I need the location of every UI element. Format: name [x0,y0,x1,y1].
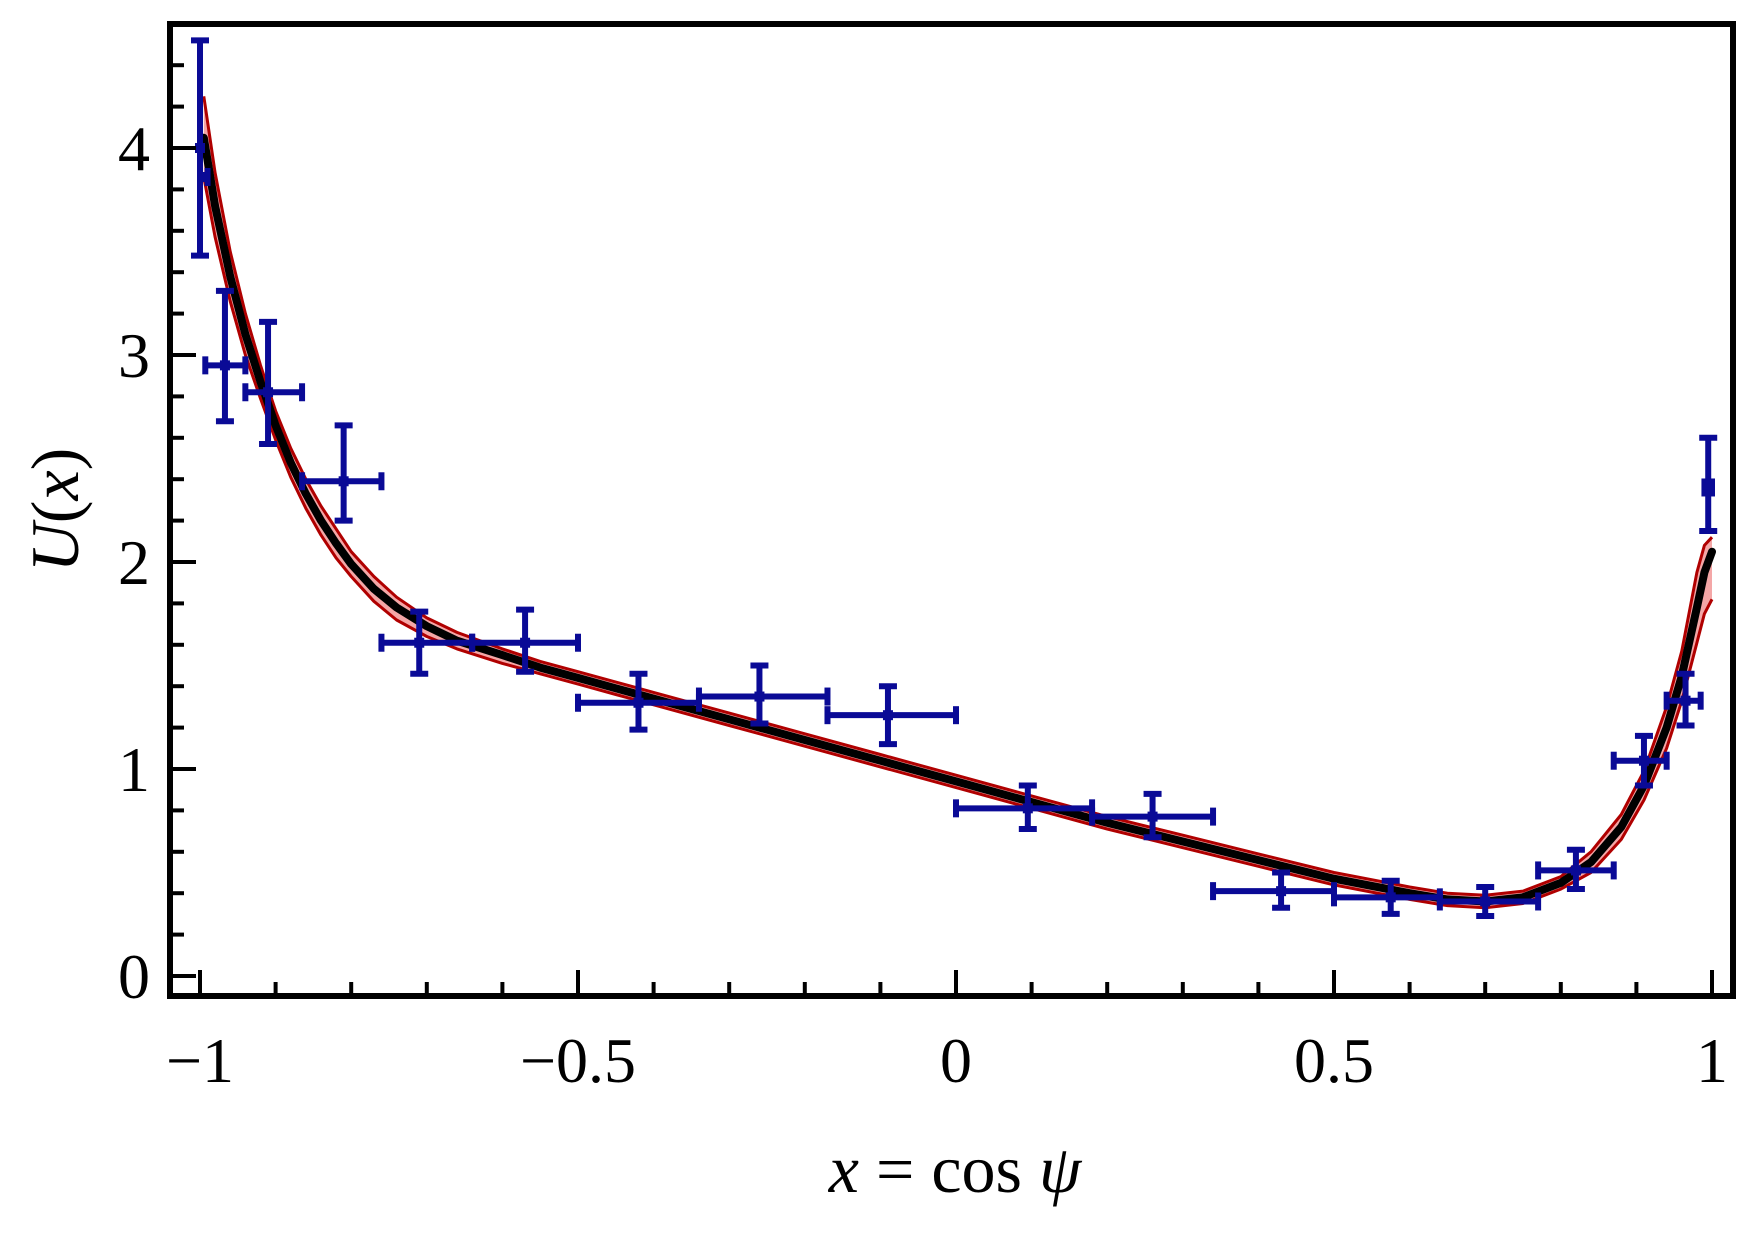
data-marker [1570,865,1581,876]
data-point-8 [695,662,831,727]
y-axis-title-open: ( [17,501,93,524]
x-tick-label: −1 [166,1025,234,1096]
x-tick-label: 1 [1696,1025,1728,1096]
data-marker [1022,803,1033,814]
data-point-2 [202,287,249,425]
plot-frame [167,21,1736,999]
y-axis-title: U(x) [17,448,93,573]
x-axis-title-var: x [828,1131,859,1207]
data-point-0 [191,37,209,259]
data-marker [198,171,209,182]
data-point-16 [1610,732,1670,789]
data-marker [1276,886,1287,897]
y-tick-label: 3 [118,320,150,391]
y-tick-label: 2 [118,527,150,598]
data-marker [1147,811,1158,822]
x-tick-label: 0.5 [1294,1025,1374,1096]
data-marker [633,697,644,708]
data-point-1 [197,167,211,186]
data-point-3 [242,318,306,448]
y-axis-title-var: x [17,470,93,501]
data-point-5 [378,608,476,677]
data-marker [520,637,531,648]
data-marker [754,691,765,702]
y-tick-label: 4 [118,113,150,184]
x-axis-title-cos: = cos [859,1131,1039,1207]
data-point-6 [469,606,581,675]
data-marker [1480,896,1491,907]
y-ticks-group: 0 1 2 3 4 [118,63,196,1012]
data-marker [1680,695,1691,706]
data-marker [1638,755,1649,766]
data-point-9 [824,683,959,748]
x-tick-label: 0 [940,1025,972,1096]
data-point-12 [1210,869,1337,911]
data-point-17 [1663,670,1704,729]
x-axis-title-psi: ψ [1039,1131,1083,1207]
y-tick-label: 1 [118,734,150,805]
data-marker [1385,892,1396,903]
x-ticks-group: −1 −0.5 0 0.5 1 [166,970,1728,1096]
data-point-11 [1089,790,1217,841]
data-marker [195,143,205,153]
x-tick-label: −0.5 [520,1025,636,1096]
x-axis-title: x = cos ψ [828,1131,1083,1207]
y-axis-title-close: ) [17,448,93,471]
data-point-7 [575,670,702,733]
data-point-4 [299,422,385,524]
data-point-14 [1436,883,1542,919]
data-points-group [191,37,1718,919]
data-marker [219,360,230,371]
confidence-band-lower-edge [202,176,1714,910]
y-tick-label: 0 [118,941,150,1012]
data-marker [882,710,893,721]
data-point-13 [1331,877,1443,917]
data-marker [338,476,349,487]
data-point-15 [1535,846,1617,893]
data-marker [1703,482,1714,493]
data-marker [263,387,274,398]
confidence-band-upper-edge [202,96,1714,897]
data-marker [414,637,425,648]
y-axis-title-func: U [17,519,93,572]
data-point-18 [1699,434,1718,534]
